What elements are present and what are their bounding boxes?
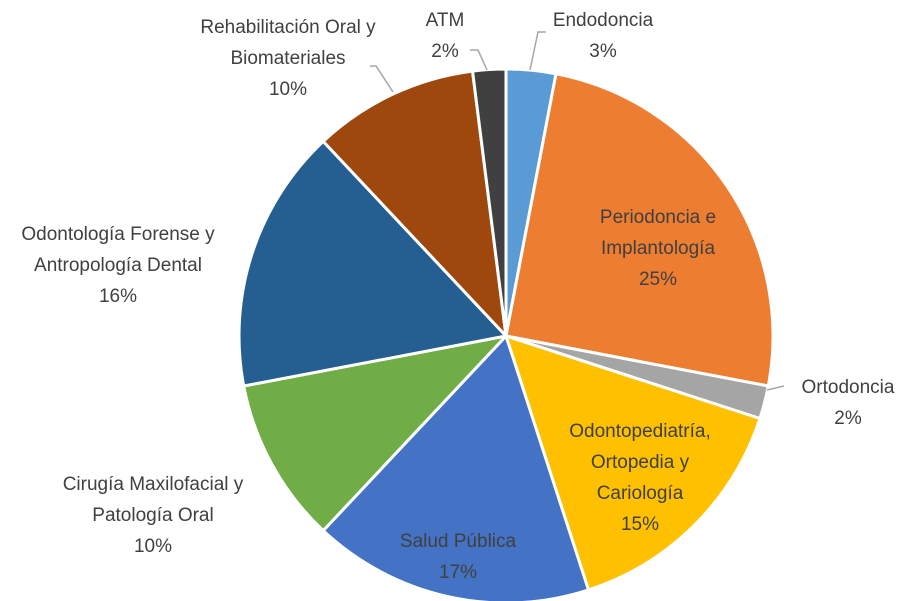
slice-label: Periodoncia e Implantología 25% xyxy=(583,202,733,295)
category-label: Cirugía Maxilofacial y Patología Oral xyxy=(62,474,244,526)
slice-label: ATM 2% xyxy=(405,5,485,67)
category-label: Odontología Forense y Antropología Denta… xyxy=(21,224,215,276)
slice-label: Cirugía Maxilofacial y Patología Oral 10% xyxy=(33,469,273,562)
value-label: 15% xyxy=(620,514,660,535)
category-label: Odontopediatría, Ortopedia y Cariología xyxy=(569,421,711,504)
value-label: 3% xyxy=(589,41,617,62)
slice xyxy=(321,69,508,338)
leader-line xyxy=(470,49,488,71)
slice-label: Rehabilitación Oral y Biomateriales 10% xyxy=(183,12,393,105)
category-label: Ortodoncia xyxy=(801,377,895,398)
slice xyxy=(321,334,591,601)
slice xyxy=(471,67,508,338)
value-label: 16% xyxy=(98,286,138,307)
leader-line xyxy=(529,31,546,71)
category-label: ATM xyxy=(425,10,465,31)
category-label: Salud Pública xyxy=(399,531,517,552)
value-label: 25% xyxy=(638,269,678,290)
slice-label: Ortodoncia 2% xyxy=(778,372,918,434)
slice xyxy=(237,139,508,388)
slice xyxy=(504,72,775,388)
slice-label: Odontopediatría, Ortopedia y Cariología 1… xyxy=(550,416,730,540)
slice-label: Endodoncia 3% xyxy=(533,5,673,67)
value-label: 10% xyxy=(133,536,173,557)
category-label: Rehabilitación Oral y Biomateriales xyxy=(200,17,376,69)
value-label: 2% xyxy=(431,41,459,62)
slice xyxy=(504,334,762,592)
value-label: 2% xyxy=(834,408,862,429)
slice-label: Odontología Forense y Antropología Denta… xyxy=(11,219,226,312)
value-label: 17% xyxy=(438,562,478,583)
leader-line xyxy=(370,65,394,93)
value-label: 10% xyxy=(268,79,308,100)
leader-lines xyxy=(370,31,785,391)
slice-label: Salud Pública 17% xyxy=(358,526,558,588)
leader-line xyxy=(766,385,785,391)
category-label: Endodoncia xyxy=(552,10,654,31)
category-label: Periodoncia e Implantología xyxy=(599,207,717,259)
slice xyxy=(242,334,508,533)
